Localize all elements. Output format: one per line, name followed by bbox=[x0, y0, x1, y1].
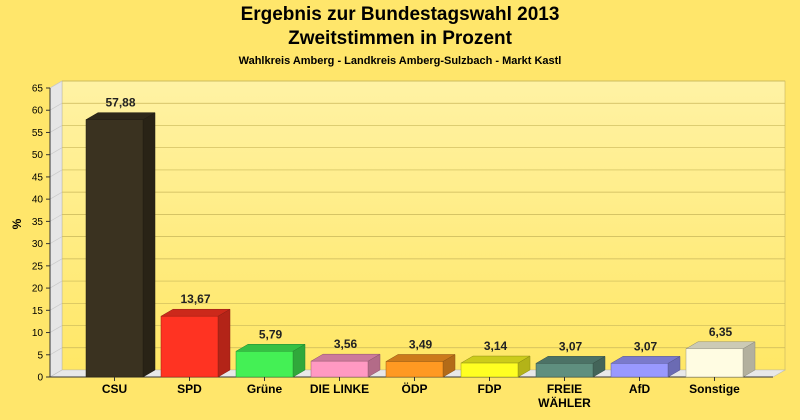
bar-top bbox=[385, 354, 456, 362]
bar bbox=[385, 354, 456, 378]
bar-front bbox=[235, 351, 294, 378]
y-tick-label: 15 bbox=[32, 306, 44, 317]
bar bbox=[535, 355, 606, 378]
bar-front bbox=[610, 363, 669, 378]
x-tick-label: SPD bbox=[177, 382, 202, 396]
value-label: 3,07 bbox=[634, 339, 658, 353]
chart-subtitle: Wahlkreis Amberg - Landkreis Amberg-Sulz… bbox=[238, 55, 562, 67]
bar-top bbox=[310, 353, 381, 362]
grid-line-side bbox=[49, 102, 63, 111]
grid-line-side bbox=[49, 214, 63, 222]
y-axis-label: % bbox=[10, 218, 24, 229]
bar-top bbox=[85, 112, 156, 120]
y-tick-label: 25 bbox=[32, 261, 44, 272]
bar bbox=[235, 343, 306, 378]
grid-line-side bbox=[49, 125, 63, 133]
grid-line-side bbox=[49, 347, 63, 356]
y-tick-label: 40 bbox=[32, 195, 44, 206]
y-tick-label: 35 bbox=[32, 217, 44, 228]
grid-line-side bbox=[49, 280, 63, 289]
x-tick-label: Sonstige bbox=[689, 382, 740, 396]
value-label: 3,56 bbox=[334, 337, 358, 351]
x-tick-label: FDP bbox=[478, 382, 502, 396]
bar bbox=[85, 112, 156, 378]
bar-front bbox=[385, 361, 444, 378]
bar bbox=[460, 355, 531, 378]
grid-lines bbox=[49, 80, 785, 356]
bar-top bbox=[610, 356, 681, 364]
bar bbox=[685, 341, 756, 378]
bar-top bbox=[460, 355, 531, 364]
bars bbox=[85, 112, 756, 378]
y-tick-label: 10 bbox=[32, 328, 44, 339]
y-tick-label: 60 bbox=[32, 106, 44, 117]
grid-line-side bbox=[49, 303, 63, 311]
bar-front bbox=[535, 363, 594, 378]
grid-line-side bbox=[49, 169, 63, 178]
value-label: 3,14 bbox=[484, 339, 508, 353]
y-tick-label: 45 bbox=[32, 172, 44, 183]
grid-line-side bbox=[49, 325, 63, 333]
grid-line-side bbox=[49, 258, 63, 267]
grid-line-side bbox=[49, 147, 63, 155]
bar-top bbox=[685, 341, 756, 350]
bar-side bbox=[142, 112, 156, 378]
value-label: 3,07 bbox=[559, 339, 583, 353]
value-label: 6,35 bbox=[709, 325, 733, 339]
x-tick-label: FREIE bbox=[547, 382, 582, 396]
y-tick-label: 65 bbox=[32, 84, 44, 95]
x-tick-label: DIE LINKE bbox=[310, 382, 369, 396]
x-tick-label: AfD bbox=[629, 382, 651, 396]
bar-front bbox=[460, 362, 519, 378]
grid-line-side bbox=[49, 191, 63, 200]
y-tick-label: 50 bbox=[32, 150, 44, 161]
y-tick-label: 55 bbox=[32, 128, 44, 139]
y-tick-label: 0 bbox=[37, 373, 43, 384]
value-label: 3,49 bbox=[409, 337, 433, 351]
bar bbox=[310, 353, 381, 378]
x-tick-label: CSU bbox=[102, 382, 127, 396]
bar-front bbox=[310, 360, 369, 378]
x-tick-label: WÄHLER bbox=[538, 395, 591, 410]
grid-line-side bbox=[49, 236, 63, 244]
chart-title: Ergebnis zur Bundestagswahl 2013 bbox=[240, 4, 560, 25]
x-tick-label: ÖDP bbox=[401, 381, 427, 396]
bar-top bbox=[160, 308, 231, 317]
chart-subtitle-main: Zweitstimmen in Prozent bbox=[288, 28, 512, 49]
y-tick-label: 20 bbox=[32, 284, 44, 295]
value-label: 13,67 bbox=[180, 292, 210, 306]
value-label: 57,88 bbox=[105, 96, 135, 110]
y-tick-label: 5 bbox=[37, 350, 43, 361]
bar-front bbox=[685, 348, 744, 378]
bar-top bbox=[235, 344, 306, 352]
grid-line-side bbox=[49, 80, 63, 89]
bar-front bbox=[85, 119, 144, 378]
bar-side bbox=[217, 308, 231, 378]
y-tick-label: 30 bbox=[32, 239, 44, 250]
x-tick-label: Grüne bbox=[247, 382, 283, 396]
plot-left-wall bbox=[49, 80, 63, 378]
bar-front bbox=[160, 315, 219, 378]
bar bbox=[610, 355, 681, 378]
value-labels: 57,88 13,67 5,79 3,56 3,49 3,14 3,07 3,07 6,35 bbox=[105, 96, 732, 354]
value-label: 5,79 bbox=[259, 327, 283, 341]
bar bbox=[160, 308, 231, 378]
bar-top bbox=[535, 356, 606, 364]
